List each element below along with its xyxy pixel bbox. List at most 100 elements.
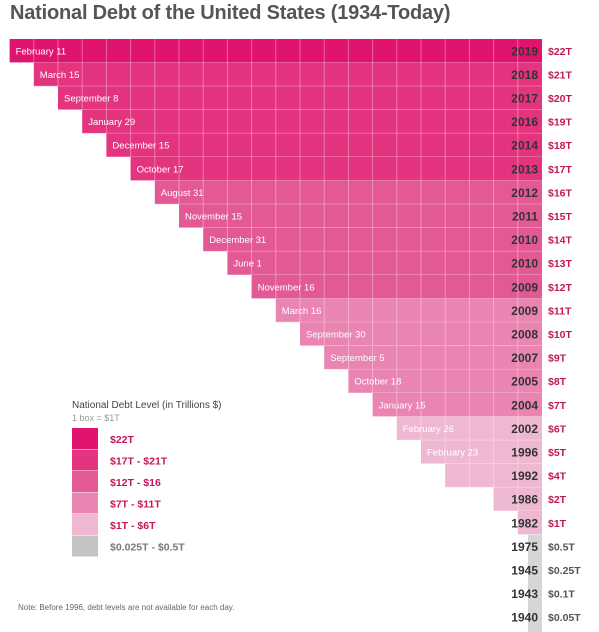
legend-title: National Debt Level (in Trillions $) [72,400,222,411]
year-label: 1943 [511,587,538,601]
legend-swatch [72,514,98,536]
bar-row: September 8 2017 $20T [58,86,573,111]
bar [493,487,542,511]
legend-item: $7T - $11T [72,492,161,515]
bar-row: December 15 2014 $18T [106,133,573,158]
value-label: $0.05T [548,612,581,624]
bar [445,463,542,488]
year-label: 2009 [511,280,538,294]
bar-row: 1982 $1T [511,511,567,536]
value-label: $5T [548,447,567,459]
date-label: November 16 [258,282,315,293]
chart-title: National Debt of the United States (1934… [10,2,451,24]
value-label: $17T [548,164,573,176]
value-label: $19T [548,117,573,129]
legend-item: $12T - $16 [72,471,161,493]
legend-label: $1T - $6T [110,520,156,532]
bar [251,275,542,299]
legend-label: $22T [110,434,135,446]
bar [348,369,542,393]
bar-row: 1992 $4T [445,463,567,488]
year-label: 2014 [511,139,538,153]
value-label: $0.1T [548,589,575,601]
bar-row: February 11 2019 $22T [9,39,573,64]
year-label: 2005 [511,375,538,389]
bar [33,62,543,87]
value-label: $18T [548,140,573,152]
legend-subtitle: 1 box = $1T [72,413,120,423]
legend-swatch [72,449,98,471]
value-label: $1T [548,518,567,530]
year-label: 2012 [511,186,538,200]
value-label: $14T [548,235,573,247]
date-label: September 30 [306,330,366,341]
value-label: $10T [548,329,573,341]
year-label: 1975 [511,540,538,554]
bar [154,180,543,205]
date-label: December 15 [112,141,169,152]
date-label: August 31 [161,188,204,199]
date-label: January 29 [88,117,135,128]
year-label: 1996 [511,446,538,460]
bar [421,440,542,464]
year-label: 2002 [511,422,538,436]
bar-row: November 16 2009 $12T [251,275,573,300]
legend-swatch [72,471,98,493]
date-label: February 11 [16,46,67,57]
footnote: Note: Before 1996, debt levels are not a… [18,603,235,612]
bar-row: February 26 2002 $6T [396,416,567,441]
year-label: 1945 [511,564,538,578]
year-label: 2004 [511,398,538,412]
legend-label: $7T - $11T [110,498,161,510]
bar-row: 1940 $0.05T [511,611,581,625]
legend-item: $22T [72,428,135,450]
bar-row: March 15 2018 $21T [33,62,573,87]
year-label: 2007 [511,351,538,365]
value-label: $8T [548,376,567,388]
bar [106,133,543,157]
year-label: 2013 [511,162,538,176]
bar-row: September 30 2008 $10T [300,322,573,347]
bar-row: January 15 2004 $7T [372,393,567,418]
bar-row: 1943 $0.1T [511,587,575,601]
bar [517,511,542,535]
bar [300,322,542,346]
bar [396,416,542,441]
legend-swatch [72,492,98,514]
value-label: $22T [548,46,573,58]
date-label: December 31 [209,235,266,246]
bar-row: October 18 2005 $8T [348,369,567,394]
value-label: $16T [548,187,573,199]
bar-row: November 15 2011 $15T [179,204,573,229]
value-label: $13T [548,258,573,270]
bar [9,39,543,63]
year-label: 1982 [511,516,538,530]
date-label: February 26 [403,424,454,435]
bar-row: October 17 2013 $17T [130,157,573,182]
value-label: $20T [548,93,573,105]
date-label: November 15 [185,212,242,223]
value-label: $0.5T [548,541,575,553]
value-label: $12T [548,282,573,294]
value-label: $21T [548,69,573,81]
value-label: $6T [548,423,567,435]
bar [203,227,542,252]
bar [372,393,542,417]
value-label: $0.25T [548,565,581,577]
year-label: 2009 [511,304,538,318]
date-label: September 5 [330,353,384,364]
year-label: 1940 [511,611,538,625]
date-label: October 17 [137,164,184,175]
small-values-column [528,534,542,632]
year-label: 2010 [511,257,538,271]
year-label: 2017 [511,92,538,106]
bar-row: March 16 2009 $11T [275,298,572,323]
value-label: $15T [548,211,573,223]
date-label: October 18 [354,377,401,388]
value-label: $7T [548,400,567,412]
value-label: $4T [548,471,567,483]
date-label: March 16 [282,306,322,317]
date-label: January 15 [379,400,426,411]
year-label: 1992 [511,469,538,483]
